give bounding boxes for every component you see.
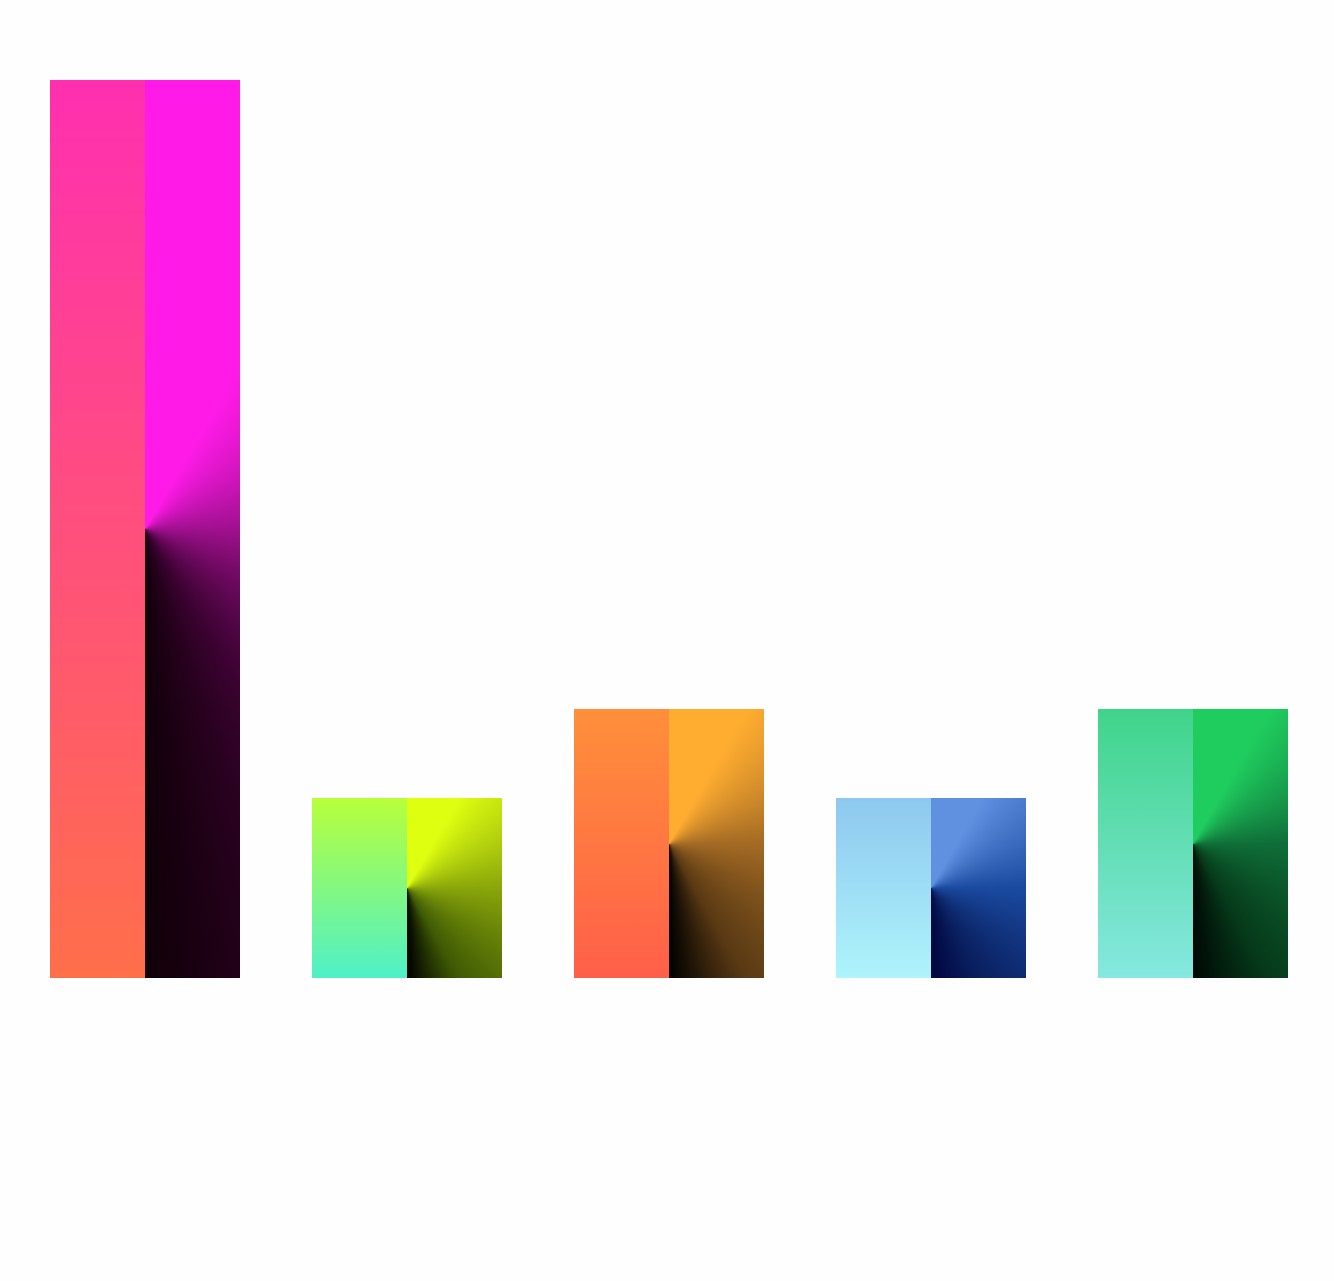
bar-3-left-half <box>574 709 669 978</box>
bar-4-right-half <box>931 798 1026 978</box>
bar-5-left-half <box>1098 709 1193 978</box>
bar-2-left-half <box>312 798 407 978</box>
bar-1-left-half <box>50 80 145 978</box>
bar-3 <box>574 709 764 978</box>
bar-5 <box>1098 709 1288 978</box>
bar-3-right-half <box>669 709 764 978</box>
bar-2 <box>312 798 502 978</box>
bar-1 <box>50 80 240 978</box>
bar-2-right-half <box>407 798 502 978</box>
bar-4 <box>836 798 1026 978</box>
bar-1-right-half <box>145 80 240 978</box>
bar-5-right-half <box>1193 709 1288 978</box>
bar-4-left-half <box>836 798 931 978</box>
